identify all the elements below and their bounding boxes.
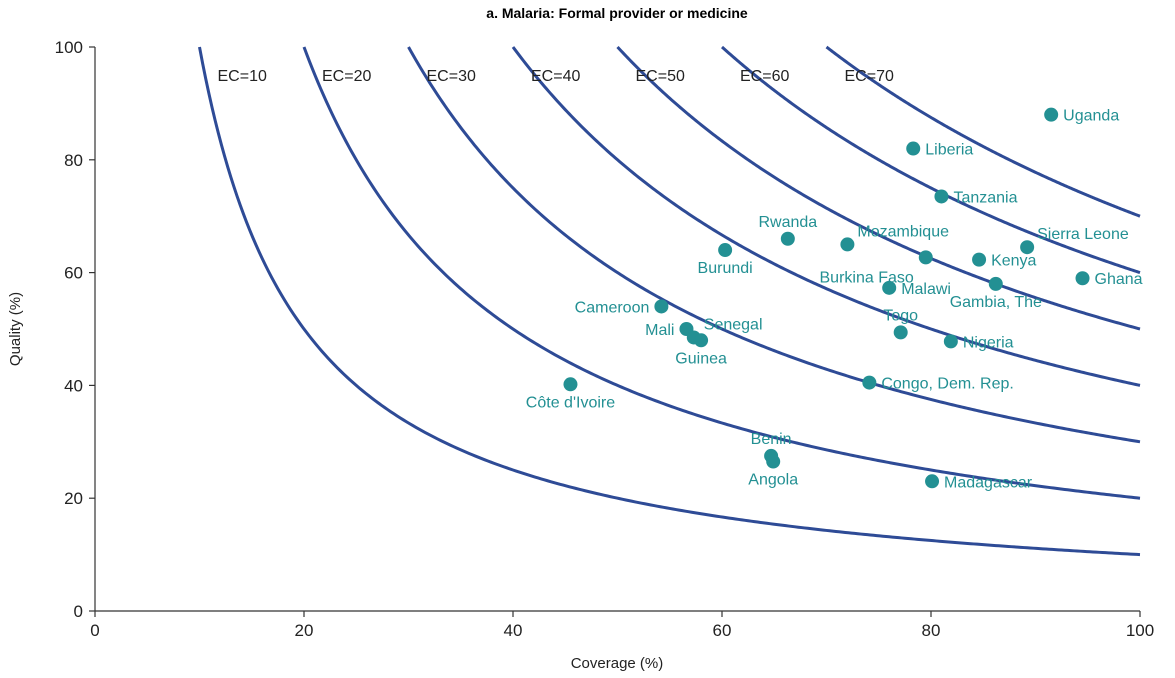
x-tick-label: 40: [504, 621, 523, 640]
x-tick-label: 60: [713, 621, 732, 640]
point-label-liberia: Liberia: [925, 142, 973, 159]
iso-ec-curve-20: [302, 46, 1141, 500]
y-tick-label: 40: [64, 376, 83, 395]
data-point-tanzania: [934, 189, 949, 204]
data-point-uganda: [1044, 107, 1059, 122]
data-point-liberia: [906, 141, 921, 156]
data-point-malawi: [882, 280, 897, 295]
data-point-mozambique: [840, 237, 855, 252]
iso-ec-curve-30: [407, 46, 1141, 444]
point-label-rwanda: Rwanda: [758, 214, 817, 231]
point-label-ghana: Ghana: [1095, 271, 1143, 288]
point-label-cameroon: Cameroon: [575, 299, 650, 316]
y-tick-label: 100: [55, 38, 83, 57]
data-point-sierra-leone: [1020, 240, 1035, 255]
data-point-burkina-faso: [918, 250, 933, 265]
curve-label-ec-50: EC=50: [636, 68, 685, 85]
iso-ec-curve-60: [720, 45, 1141, 275]
y-tick-label: 80: [64, 151, 83, 170]
point-label-mozambique: Mozambique: [857, 223, 949, 240]
data-point-gambia-the: [988, 276, 1003, 291]
point-label-senegal: Senegal: [704, 316, 763, 333]
x-tick-label: 100: [1126, 621, 1154, 640]
point-label-nigeria: Nigeria: [963, 334, 1014, 351]
point-label-burkina-faso: Burkina Faso: [820, 269, 914, 286]
x-tick-label: 20: [295, 621, 314, 640]
point-label-mali: Mali: [645, 322, 674, 339]
x-axis-title: Coverage (%): [571, 655, 664, 672]
point-label-burundi: Burundi: [698, 260, 753, 277]
data-point-ghana: [1075, 271, 1090, 286]
y-tick-label: 20: [64, 489, 83, 508]
curve-label-ec-40: EC=40: [531, 68, 580, 85]
y-tick-label: 60: [64, 264, 83, 283]
point-label-sierra-leone: Sierra Leone: [1037, 226, 1129, 243]
axes: 0 20 40 60 80 100 0 20 40 60 80 100: [55, 38, 1155, 640]
iso-ec-curve-70: [825, 45, 1141, 218]
iso-ec-curve-40: [511, 46, 1141, 387]
curve-label-ec-60: EC=60: [740, 68, 789, 85]
curve-label-ec-20: EC=20: [322, 68, 371, 85]
data-point-congo-dem-rep: [862, 375, 877, 390]
point-label-angola: Angola: [748, 472, 798, 489]
curve-label-ec-30: EC=30: [427, 68, 476, 85]
curve-label-ec-70: EC=70: [845, 68, 894, 85]
x-tick-label: 80: [922, 621, 941, 640]
point-label-malawi: Malawi: [901, 281, 951, 298]
data-point-togo: [893, 325, 908, 340]
point-label-madagascar: Madagascar: [944, 474, 1033, 491]
data-point-cameroon: [654, 299, 669, 314]
data-point-angola: [766, 454, 781, 469]
point-label-guinea: Guinea: [675, 350, 727, 367]
point-label-togo: Togo: [883, 307, 918, 324]
curve-label-ec-10: EC=10: [218, 68, 267, 85]
iso-ec-curve-50: [616, 45, 1141, 331]
iso-ec-curves: EC=10 EC=20 EC=30 EC=40 EC=50 EC=60 EC=70: [198, 45, 1141, 557]
point-label-benin: Benin: [751, 431, 792, 448]
data-point-guinea: [694, 333, 709, 348]
data-point-kenya: [972, 252, 987, 267]
iso-ec-curve-10: [198, 46, 1141, 557]
point-label-uganda: Uganda: [1063, 108, 1119, 125]
point-label-tanzania: Tanzania: [953, 189, 1017, 206]
y-axis-title: Quality (%): [7, 292, 24, 366]
point-label-kenya: Kenya: [991, 253, 1036, 270]
point-label-congo-dem-rep: Congo, Dem. Rep.: [881, 376, 1014, 393]
data-point-nigeria: [943, 334, 958, 349]
data-point-c-te-d-ivoire: [563, 377, 578, 392]
y-tick-label: 0: [74, 602, 83, 621]
data-point-burundi: [718, 243, 733, 258]
data-point-madagascar: [925, 474, 940, 489]
x-tick-label: 0: [90, 621, 99, 640]
data-point-rwanda: [780, 231, 795, 246]
point-label-c-te-d-ivoire: Côte d'Ivoire: [526, 394, 615, 411]
chart-title: a. Malaria: Formal provider or medicine: [486, 5, 748, 21]
point-label-gambia-the: Gambia, The: [950, 294, 1042, 311]
